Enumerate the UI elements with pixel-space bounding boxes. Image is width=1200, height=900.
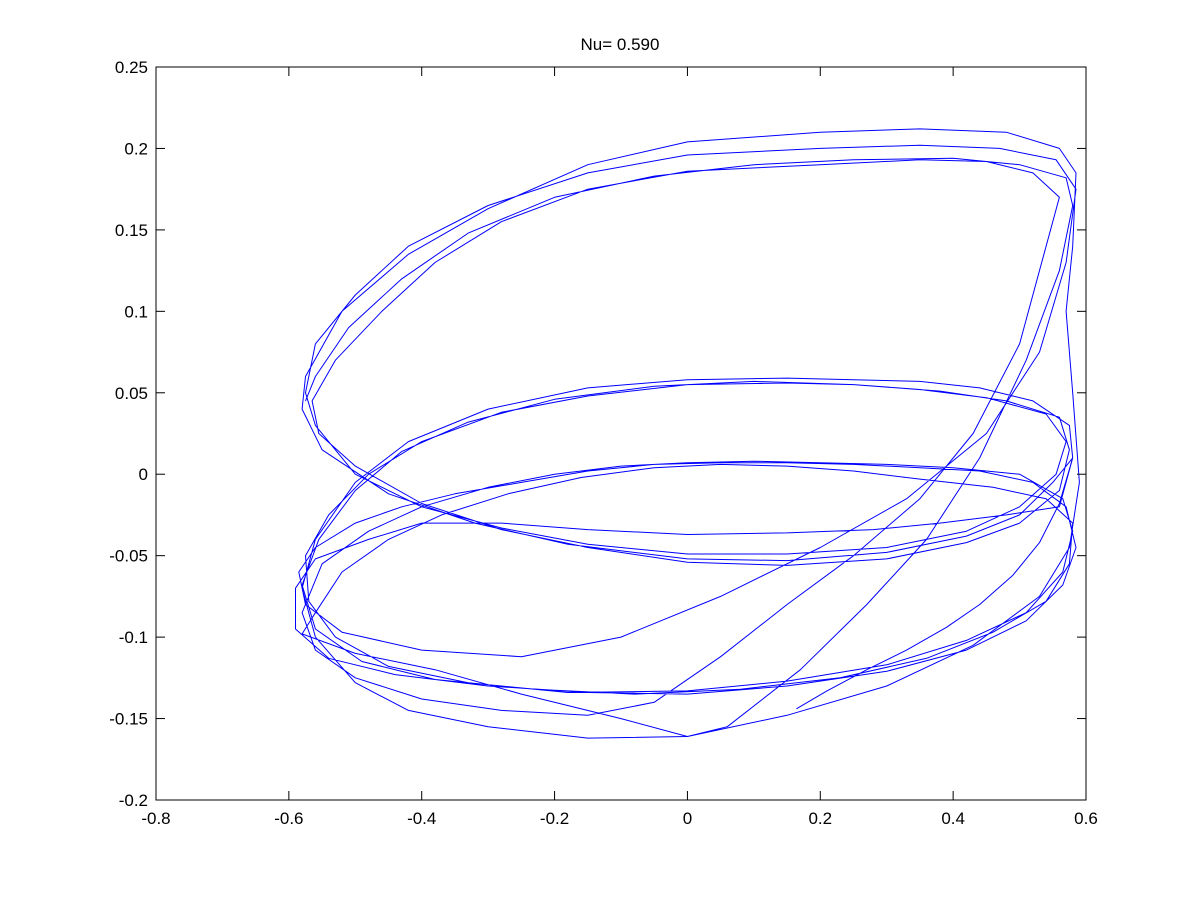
data-layer — [295, 128, 1080, 739]
x-tick-label: 0.2 — [808, 809, 832, 828]
chart-title: Nu= 0.590 — [581, 35, 660, 54]
y-tick-label: 0.15 — [115, 221, 148, 240]
x-tick-label: 0.4 — [941, 809, 965, 828]
y-tick-label: 0.1 — [124, 302, 148, 321]
y-tick-label: -0.05 — [109, 547, 148, 566]
x-tick-label: -0.4 — [407, 809, 436, 828]
axes-box — [155, 66, 1087, 801]
y-tick-label: 0 — [139, 465, 148, 484]
x-axis: -0.8 -0.6 -0.4 -0.2 0 0.2 0.4 0.6 — [141, 67, 1098, 828]
x-tick-label: -0.8 — [141, 809, 170, 828]
trajectory-line-0 — [295, 128, 1080, 739]
y-tick-label: 0.25 — [115, 58, 148, 77]
x-tick-label: -0.6 — [274, 809, 303, 828]
y-tick-label: -0.15 — [109, 710, 148, 729]
x-tick-label: 0.6 — [1074, 809, 1098, 828]
x-tick-label: 0 — [683, 809, 692, 828]
y-axis: -0.2 -0.15 -0.1 -0.05 0 0.05 0.1 0.15 0.2 0.25 — [109, 58, 1086, 810]
plot-area: -0.8 -0.6 -0.4 -0.2 0 0.2 0.4 0.6 -0.2 -0.15 -0.1… — [109, 58, 1098, 828]
y-tick-label: 0.05 — [115, 384, 148, 403]
y-tick-label: 0.2 — [124, 139, 148, 158]
y-tick-label: -0.1 — [119, 628, 148, 647]
y-tick-label: -0.2 — [119, 791, 148, 810]
x-tick-label: -0.2 — [540, 809, 569, 828]
